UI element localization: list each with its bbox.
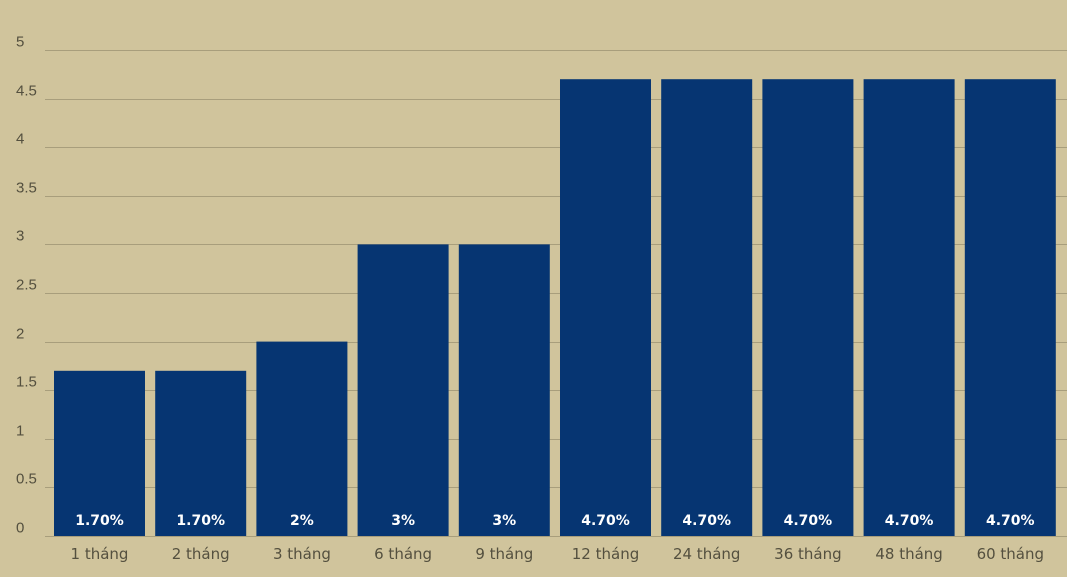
bar xyxy=(458,244,550,536)
bar-value-label: 4.70% xyxy=(885,513,934,529)
x-tick-label: 24 tháng xyxy=(673,545,740,563)
y-tick-label: 2 xyxy=(16,326,24,343)
y-tick-label: 3.5 xyxy=(16,180,37,197)
bar-value-label: 2% xyxy=(290,513,314,529)
y-tick-label: 5 xyxy=(16,34,24,51)
bar xyxy=(54,370,145,536)
y-tick-label: 0 xyxy=(16,520,24,537)
bar-value-label: 1.70% xyxy=(75,513,124,529)
x-tick-label: 36 tháng xyxy=(774,545,841,563)
bar xyxy=(863,79,955,536)
bar-value-label: 4.70% xyxy=(784,513,833,529)
y-tick-label: 4.5 xyxy=(16,83,37,100)
bar-value-label: 4.70% xyxy=(986,513,1035,529)
data-labels: 1.70% 1.70% 2% 3% 3% 4.70% 4.70% 4.70% 4.70% 4.70… xyxy=(75,513,1034,529)
bar-value-label: 3% xyxy=(492,513,516,529)
x-tick-label: 48 tháng xyxy=(875,545,942,563)
x-tick-label: 3 tháng xyxy=(273,545,331,563)
bar xyxy=(155,370,247,536)
bar-value-label: 4.70% xyxy=(581,513,630,529)
x-tick-label: 60 tháng xyxy=(977,545,1044,563)
y-tick-label: 2.5 xyxy=(16,277,37,294)
x-axis-ticks: 1 tháng 2 tháng 3 tháng 6 tháng 9 tháng 12 th… xyxy=(71,545,1044,563)
y-tick-label: 3 xyxy=(16,228,24,245)
bar xyxy=(661,79,753,536)
y-tick-label: 1 xyxy=(16,423,24,440)
x-tick-label: 12 tháng xyxy=(572,545,639,563)
y-tick-label: 4 xyxy=(16,131,24,148)
bar xyxy=(964,79,1056,536)
bar xyxy=(357,244,449,536)
x-tick-label: 1 tháng xyxy=(71,545,129,563)
bar-value-label: 4.70% xyxy=(682,513,731,529)
y-tick-label: 0.5 xyxy=(16,471,37,488)
x-tick-label: 9 tháng xyxy=(475,545,533,563)
y-axis-ticks: 0 0.5 1 1.5 2 2.5 3 3.5 4 4.5 5 xyxy=(16,34,37,537)
y-tick-label: 1.5 xyxy=(16,374,37,391)
bars xyxy=(54,79,1056,536)
bar xyxy=(256,341,348,536)
bar-value-label: 3% xyxy=(391,513,415,529)
x-tick-label: 6 tháng xyxy=(374,545,432,563)
bar-value-label: 1.70% xyxy=(176,513,225,529)
bar xyxy=(762,79,854,536)
x-tick-label: 2 tháng xyxy=(172,545,230,563)
bar xyxy=(560,79,651,536)
